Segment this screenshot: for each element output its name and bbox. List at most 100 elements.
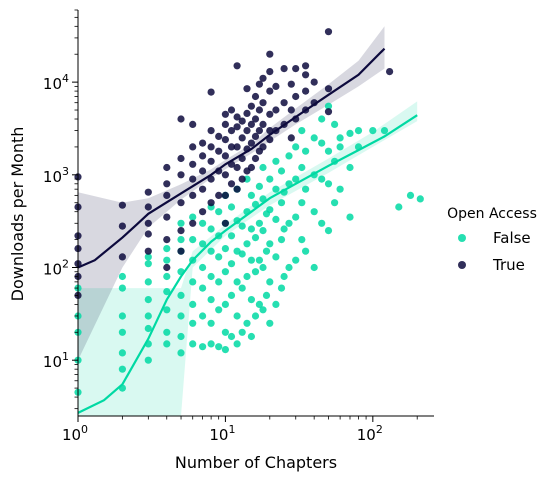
data-point-false-103 [259, 227, 267, 235]
data-point-true-24 [177, 171, 185, 179]
data-point-false-65 [221, 245, 229, 253]
data-point-true-37 [199, 139, 207, 147]
data-point-true-9 [118, 201, 126, 209]
data-point-false-90 [247, 256, 255, 264]
data-point-false-129 [285, 152, 293, 160]
data-point-true-69 [238, 117, 246, 125]
axes: 100 101 102 101 102 103 104 [43, 9, 434, 444]
data-point-false-110 [266, 278, 274, 286]
data-point-true-36 [199, 152, 207, 160]
data-point-false-71 [227, 232, 236, 240]
data-point-true-43 [207, 88, 215, 96]
data-point-false-37 [189, 300, 197, 308]
data-point-true-60 [233, 185, 241, 193]
data-point-false-146 [318, 175, 326, 183]
data-point-false-18 [144, 260, 152, 268]
data-point-true-74 [243, 85, 251, 93]
data-point-true-76 [247, 139, 255, 147]
data-point-true-111 [302, 71, 310, 79]
data-point-true-50 [221, 171, 229, 179]
data-point-false-150 [324, 180, 333, 188]
data-point-true-16 [163, 236, 171, 244]
data-point-true-7 [118, 253, 126, 261]
data-point-true-95 [266, 68, 274, 76]
data-point-true-68 [238, 134, 246, 142]
data-point-true-102 [280, 65, 288, 73]
data-point-true-14 [144, 188, 152, 196]
data-point-true-80 [251, 132, 260, 140]
data-point-false-94 [251, 268, 260, 276]
data-point-false-157 [336, 143, 344, 151]
data-point-false-155 [331, 120, 339, 128]
data-point-false-20 [163, 340, 171, 348]
data-point-true-114 [310, 78, 318, 86]
data-point-false-12 [144, 356, 152, 364]
data-point-false-40 [189, 236, 197, 244]
data-point-true-35 [199, 167, 207, 175]
data-point-false-79 [238, 328, 246, 336]
data-point-false-122 [277, 167, 286, 175]
data-point-false-98 [255, 256, 263, 264]
x-tick-label: 102 [357, 423, 383, 444]
data-point-false-159 [346, 213, 354, 221]
data-point-false-130 [292, 256, 300, 264]
data-point-false-36 [189, 319, 197, 327]
data-point-true-72 [243, 127, 251, 135]
data-point-true-42 [207, 127, 215, 135]
data-point-false-53 [207, 225, 215, 233]
data-point-false-95 [251, 234, 260, 242]
data-point-false-91 [247, 225, 255, 233]
data-point-true-13 [144, 203, 152, 211]
data-point-false-43 [199, 312, 207, 320]
data-point-false-106 [262, 291, 271, 299]
data-point-false-115 [272, 253, 280, 261]
data-point-false-16 [144, 296, 152, 304]
data-point-true-64 [233, 113, 241, 121]
data-point-false-165 [380, 127, 389, 135]
data-point-true-53 [221, 120, 229, 128]
data-point-false-148 [318, 115, 326, 123]
data-point-true-104 [287, 106, 295, 114]
data-point-true-55 [227, 180, 236, 188]
data-point-false-156 [336, 185, 344, 193]
y-axis-title: Downloads per Month [8, 127, 27, 302]
data-point-false-30 [177, 291, 185, 299]
data-point-false-46 [199, 240, 207, 248]
legend-title: Open Access [447, 206, 537, 222]
data-point-true-89 [259, 99, 267, 107]
data-point-true-61 [233, 163, 241, 172]
data-point-false-47 [199, 219, 207, 227]
data-point-false-116 [272, 215, 280, 223]
data-point-false-100 [255, 182, 263, 190]
y-tick-label: 102 [43, 258, 69, 279]
data-point-false-48 [207, 340, 215, 348]
data-point-false-74 [233, 312, 241, 320]
data-point-true-38 [207, 199, 215, 207]
data-point-false-64 [221, 268, 229, 276]
data-point-false-73 [233, 340, 241, 348]
legend: Open Access False True [447, 206, 537, 274]
data-point-true-22 [177, 227, 185, 235]
data-point-true-44 [215, 191, 223, 199]
legend-label-true: True [492, 256, 525, 274]
data-point-true-18 [163, 191, 171, 199]
data-point-false-72 [227, 203, 236, 211]
data-point-false-41 [189, 213, 197, 221]
data-point-true-10 [144, 247, 152, 255]
data-point-true-96 [266, 50, 274, 58]
data-point-true-15 [163, 263, 171, 272]
data-point-false-26 [163, 245, 171, 253]
data-point-false-114 [272, 300, 280, 308]
data-point-false-51 [207, 272, 215, 281]
y-tick-label: 103 [43, 165, 69, 186]
data-point-false-27 [177, 349, 185, 357]
data-point-true-73 [243, 109, 251, 117]
data-point-false-8 [118, 328, 126, 336]
data-point-false-42 [199, 343, 207, 351]
data-point-false-145 [318, 219, 326, 227]
regression-lines [77, 47, 418, 414]
data-point-true-103 [287, 134, 295, 142]
data-point-false-152 [324, 102, 333, 110]
data-point-false-6 [118, 365, 126, 373]
x-tick-label: 100 [62, 423, 88, 444]
